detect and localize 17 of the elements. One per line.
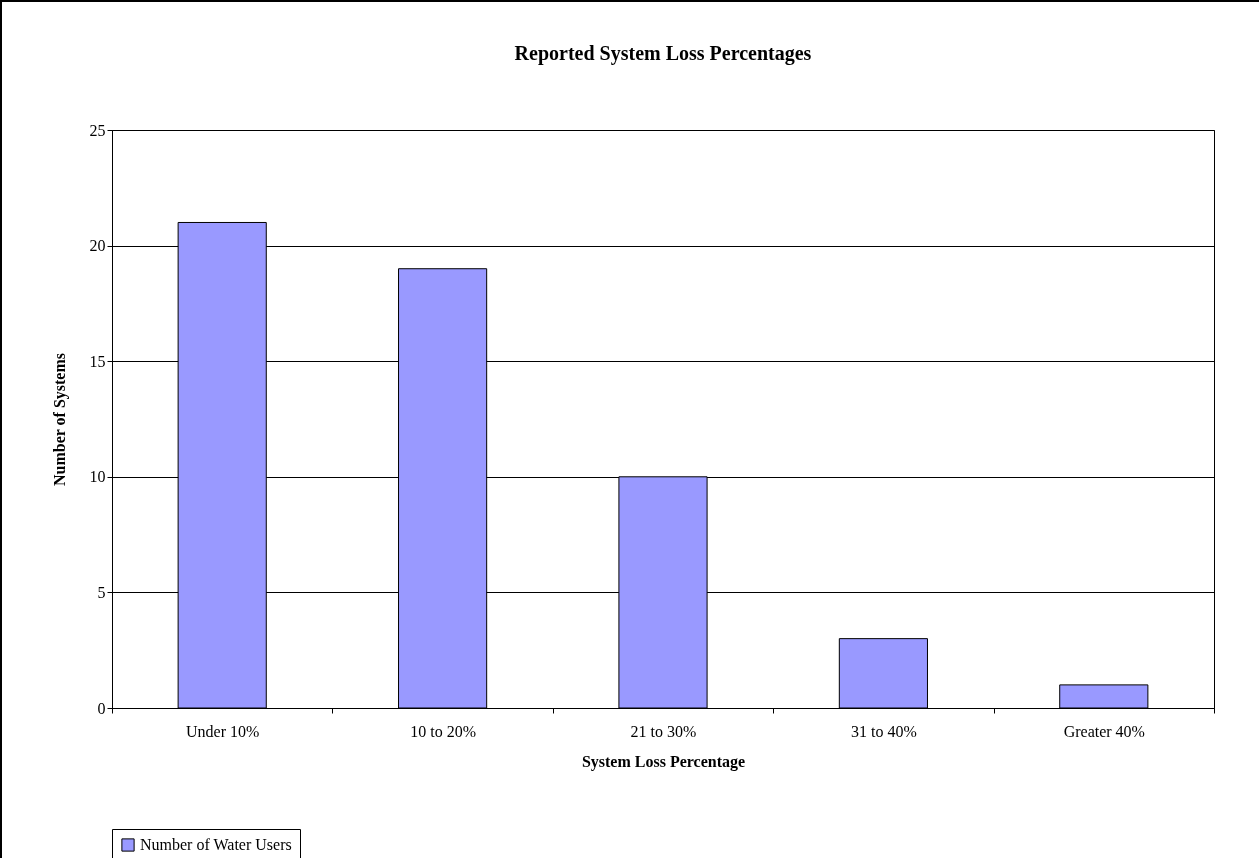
x-tick-label: 21 to 30% [630,722,697,740]
x-axis-title: System Loss Percentage [581,752,746,771]
x-tick-label: 31 to 40% [851,722,917,740]
y-tick-label: 5 [97,583,106,601]
y-tick-label: 15 [89,352,106,370]
y-axis-title: Number of Systems [50,352,69,487]
y-tick-label: 25 [89,121,106,139]
bar [1059,684,1149,709]
legend-label: Number of Water Users [140,836,292,853]
bar [838,638,928,709]
x-tick-label: Under 10% [186,722,260,740]
chart-title: Reported System Loss Percentages [514,42,812,65]
y-tick-label: 20 [89,237,106,255]
x-tick-label: Greater 40% [1063,722,1145,740]
y-tick-label: 10 [89,468,106,486]
y-tick-label: 0 [97,699,106,717]
x-tick-label: 10 to 20% [410,722,476,740]
